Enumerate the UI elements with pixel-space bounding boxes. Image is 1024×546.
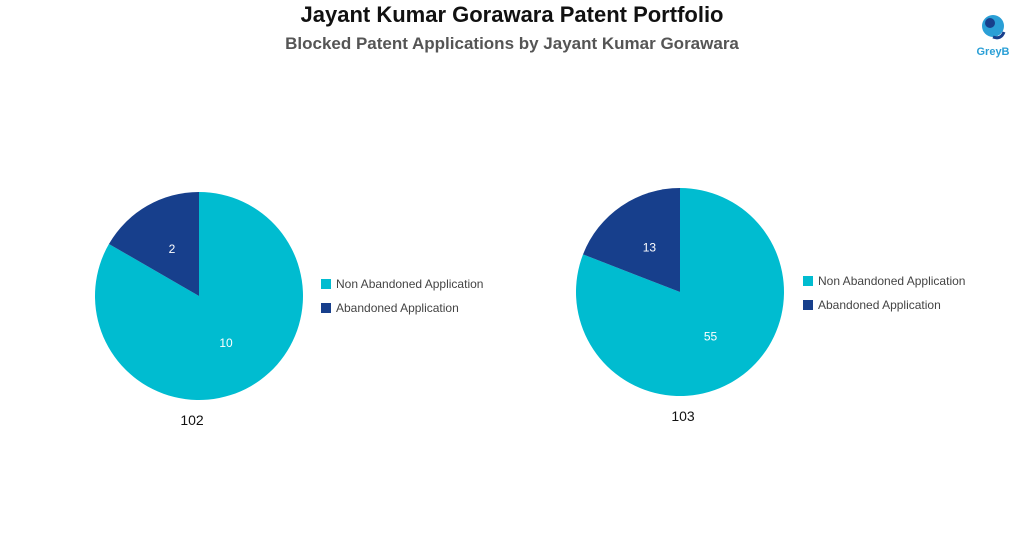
legend-item-non-abandoned: Non Abandoned Application: [803, 269, 965, 293]
pie-1-slice-abandoned: [108, 192, 199, 296]
legend-swatch-abandoned: [803, 300, 813, 310]
chart-1-caption: 102: [180, 412, 204, 428]
pie-1-label-non-abandoned: 10: [219, 336, 233, 350]
chart-subtitle: Blocked Patent Applications by Jayant Ku…: [285, 34, 739, 53]
pie-2-label-non-abandoned: 55: [704, 330, 718, 344]
legend-swatch-non-abandoned: [321, 279, 331, 289]
legend-item-non-abandoned: Non Abandoned Application: [321, 272, 483, 296]
pie-1-label-abandoned: 2: [169, 242, 176, 256]
legend-label-non-abandoned: Non Abandoned Application: [818, 274, 966, 288]
pie-2-slice-abandoned: [583, 188, 680, 292]
chart-2-caption: 103: [671, 408, 695, 424]
legend-item-abandoned: Abandoned Application: [321, 296, 483, 320]
legend-label-abandoned: Abandoned Application: [336, 301, 459, 315]
legend-label-non-abandoned: Non Abandoned Application: [336, 277, 484, 291]
logo-text: GreyB: [976, 46, 1010, 58]
legend-item-abandoned: Abandoned Application: [803, 293, 965, 317]
legend-chart-1: Non Abandoned Application Abandoned Appl…: [321, 272, 483, 320]
legend-swatch-non-abandoned: [803, 276, 813, 286]
chart-title: Jayant Kumar Gorawara Patent Portfolio: [300, 2, 724, 27]
legend-chart-2: Non Abandoned Application Abandoned Appl…: [803, 269, 965, 317]
greyb-logo: GreyB: [968, 10, 1018, 66]
pie-2-label-abandoned: 13: [643, 240, 657, 254]
legend-label-abandoned: Abandoned Application: [818, 298, 941, 312]
greyb-logo-icon: [982, 15, 1006, 40]
legend-swatch-abandoned: [321, 303, 331, 313]
